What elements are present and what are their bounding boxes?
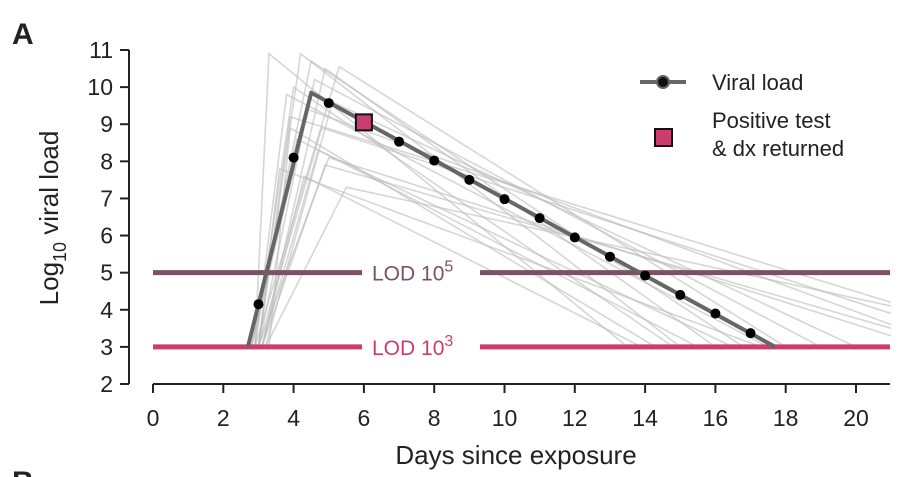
background-trajectories bbox=[250, 52, 892, 348]
viral-load-point-day-14 bbox=[640, 270, 651, 281]
background-trajectory-8 bbox=[264, 186, 892, 348]
y-tick-label-5: 5 bbox=[100, 260, 113, 286]
viral-load-point-day-15 bbox=[675, 289, 686, 300]
viral-load-point-day-3 bbox=[253, 299, 264, 310]
y-axis-label-subscript: 10 bbox=[50, 242, 70, 262]
viral-load-point-day-16 bbox=[710, 308, 721, 319]
x-axis-label: Days since exposure bbox=[395, 440, 636, 470]
legend-positive-test-line2: & dx returned bbox=[712, 136, 844, 161]
y-tick-label-6: 6 bbox=[100, 223, 113, 249]
legend-positive-test-line1: Positive test bbox=[712, 108, 831, 133]
next-panel-label: B bbox=[12, 466, 34, 477]
y-tick-label-2: 2 bbox=[100, 371, 113, 397]
background-trajectory-9 bbox=[257, 167, 762, 348]
background-trajectory-17 bbox=[254, 93, 769, 348]
x-tick-label-12: 12 bbox=[562, 405, 588, 431]
positive-test-marker bbox=[354, 113, 373, 132]
legend-marker-swatch bbox=[656, 75, 670, 89]
legend-viral-load: Viral load bbox=[712, 70, 803, 95]
background-trajectory-18 bbox=[261, 175, 642, 348]
y-tick-label-8: 8 bbox=[100, 148, 113, 174]
y-axis-label-suffix: viral load bbox=[34, 131, 64, 242]
y-axis-label: Log10 viral load bbox=[34, 131, 70, 306]
y-tick-label-7: 7 bbox=[100, 185, 113, 211]
x-tick-label-14: 14 bbox=[632, 405, 658, 431]
background-trajectory-4 bbox=[254, 65, 787, 348]
x-tick-label-16: 16 bbox=[703, 405, 729, 431]
panel-label: A bbox=[12, 18, 34, 51]
y-tick-label-3: 3 bbox=[100, 334, 113, 360]
x-tick-label-10: 10 bbox=[492, 405, 518, 431]
viral-load-point-day-7 bbox=[394, 136, 405, 147]
viral-load-line bbox=[245, 90, 777, 349]
viral-load-point-day-13 bbox=[604, 251, 615, 262]
viral-load-point-day-4 bbox=[288, 152, 299, 163]
viral-load-point-day-9 bbox=[464, 174, 475, 185]
background-trajectory-5 bbox=[250, 78, 822, 348]
background-trajectory-15 bbox=[261, 149, 734, 348]
x-tick-label-0: 0 bbox=[147, 405, 160, 431]
legend: Viral load Positive test & dx returned bbox=[640, 70, 844, 161]
viral-load-point-day-12 bbox=[569, 232, 580, 243]
x-tick-label-8: 8 bbox=[428, 405, 441, 431]
viral-load-point-day-5 bbox=[323, 98, 334, 109]
viral-load-point-day-8 bbox=[429, 155, 440, 166]
viral-load-series bbox=[245, 90, 777, 349]
x-tick-label-20: 20 bbox=[843, 405, 869, 431]
lod-3-label: LOD 103 bbox=[372, 333, 453, 360]
lod-thresholds: LOD 105 LOD 103 bbox=[153, 259, 890, 360]
y-tick-label-9: 9 bbox=[100, 111, 113, 137]
legend-square-swatch bbox=[654, 128, 673, 147]
y-tick-label-11: 11 bbox=[89, 37, 113, 63]
x-tick-label-4: 4 bbox=[287, 405, 300, 431]
x-tick-label-6: 6 bbox=[358, 405, 371, 431]
lod-5-label: LOD 105 bbox=[372, 259, 453, 286]
viral-load-point-day-10 bbox=[499, 194, 510, 205]
viral-load-point-day-11 bbox=[534, 213, 545, 224]
viral-load-point-day-17 bbox=[745, 328, 756, 339]
y-tick-label-10: 10 bbox=[87, 74, 113, 100]
y-axis-label-prefix: Log bbox=[34, 262, 64, 305]
x-tick-label-18: 18 bbox=[773, 405, 799, 431]
axes: 2 3 4 5 6 7 8 9 10 11 0 2 4 6 8 10 12 14 16 18 20 bbox=[87, 37, 890, 431]
x-tick-label-2: 2 bbox=[217, 405, 230, 431]
background-trajectory-19 bbox=[257, 156, 892, 348]
y-tick-label-4: 4 bbox=[100, 297, 113, 323]
